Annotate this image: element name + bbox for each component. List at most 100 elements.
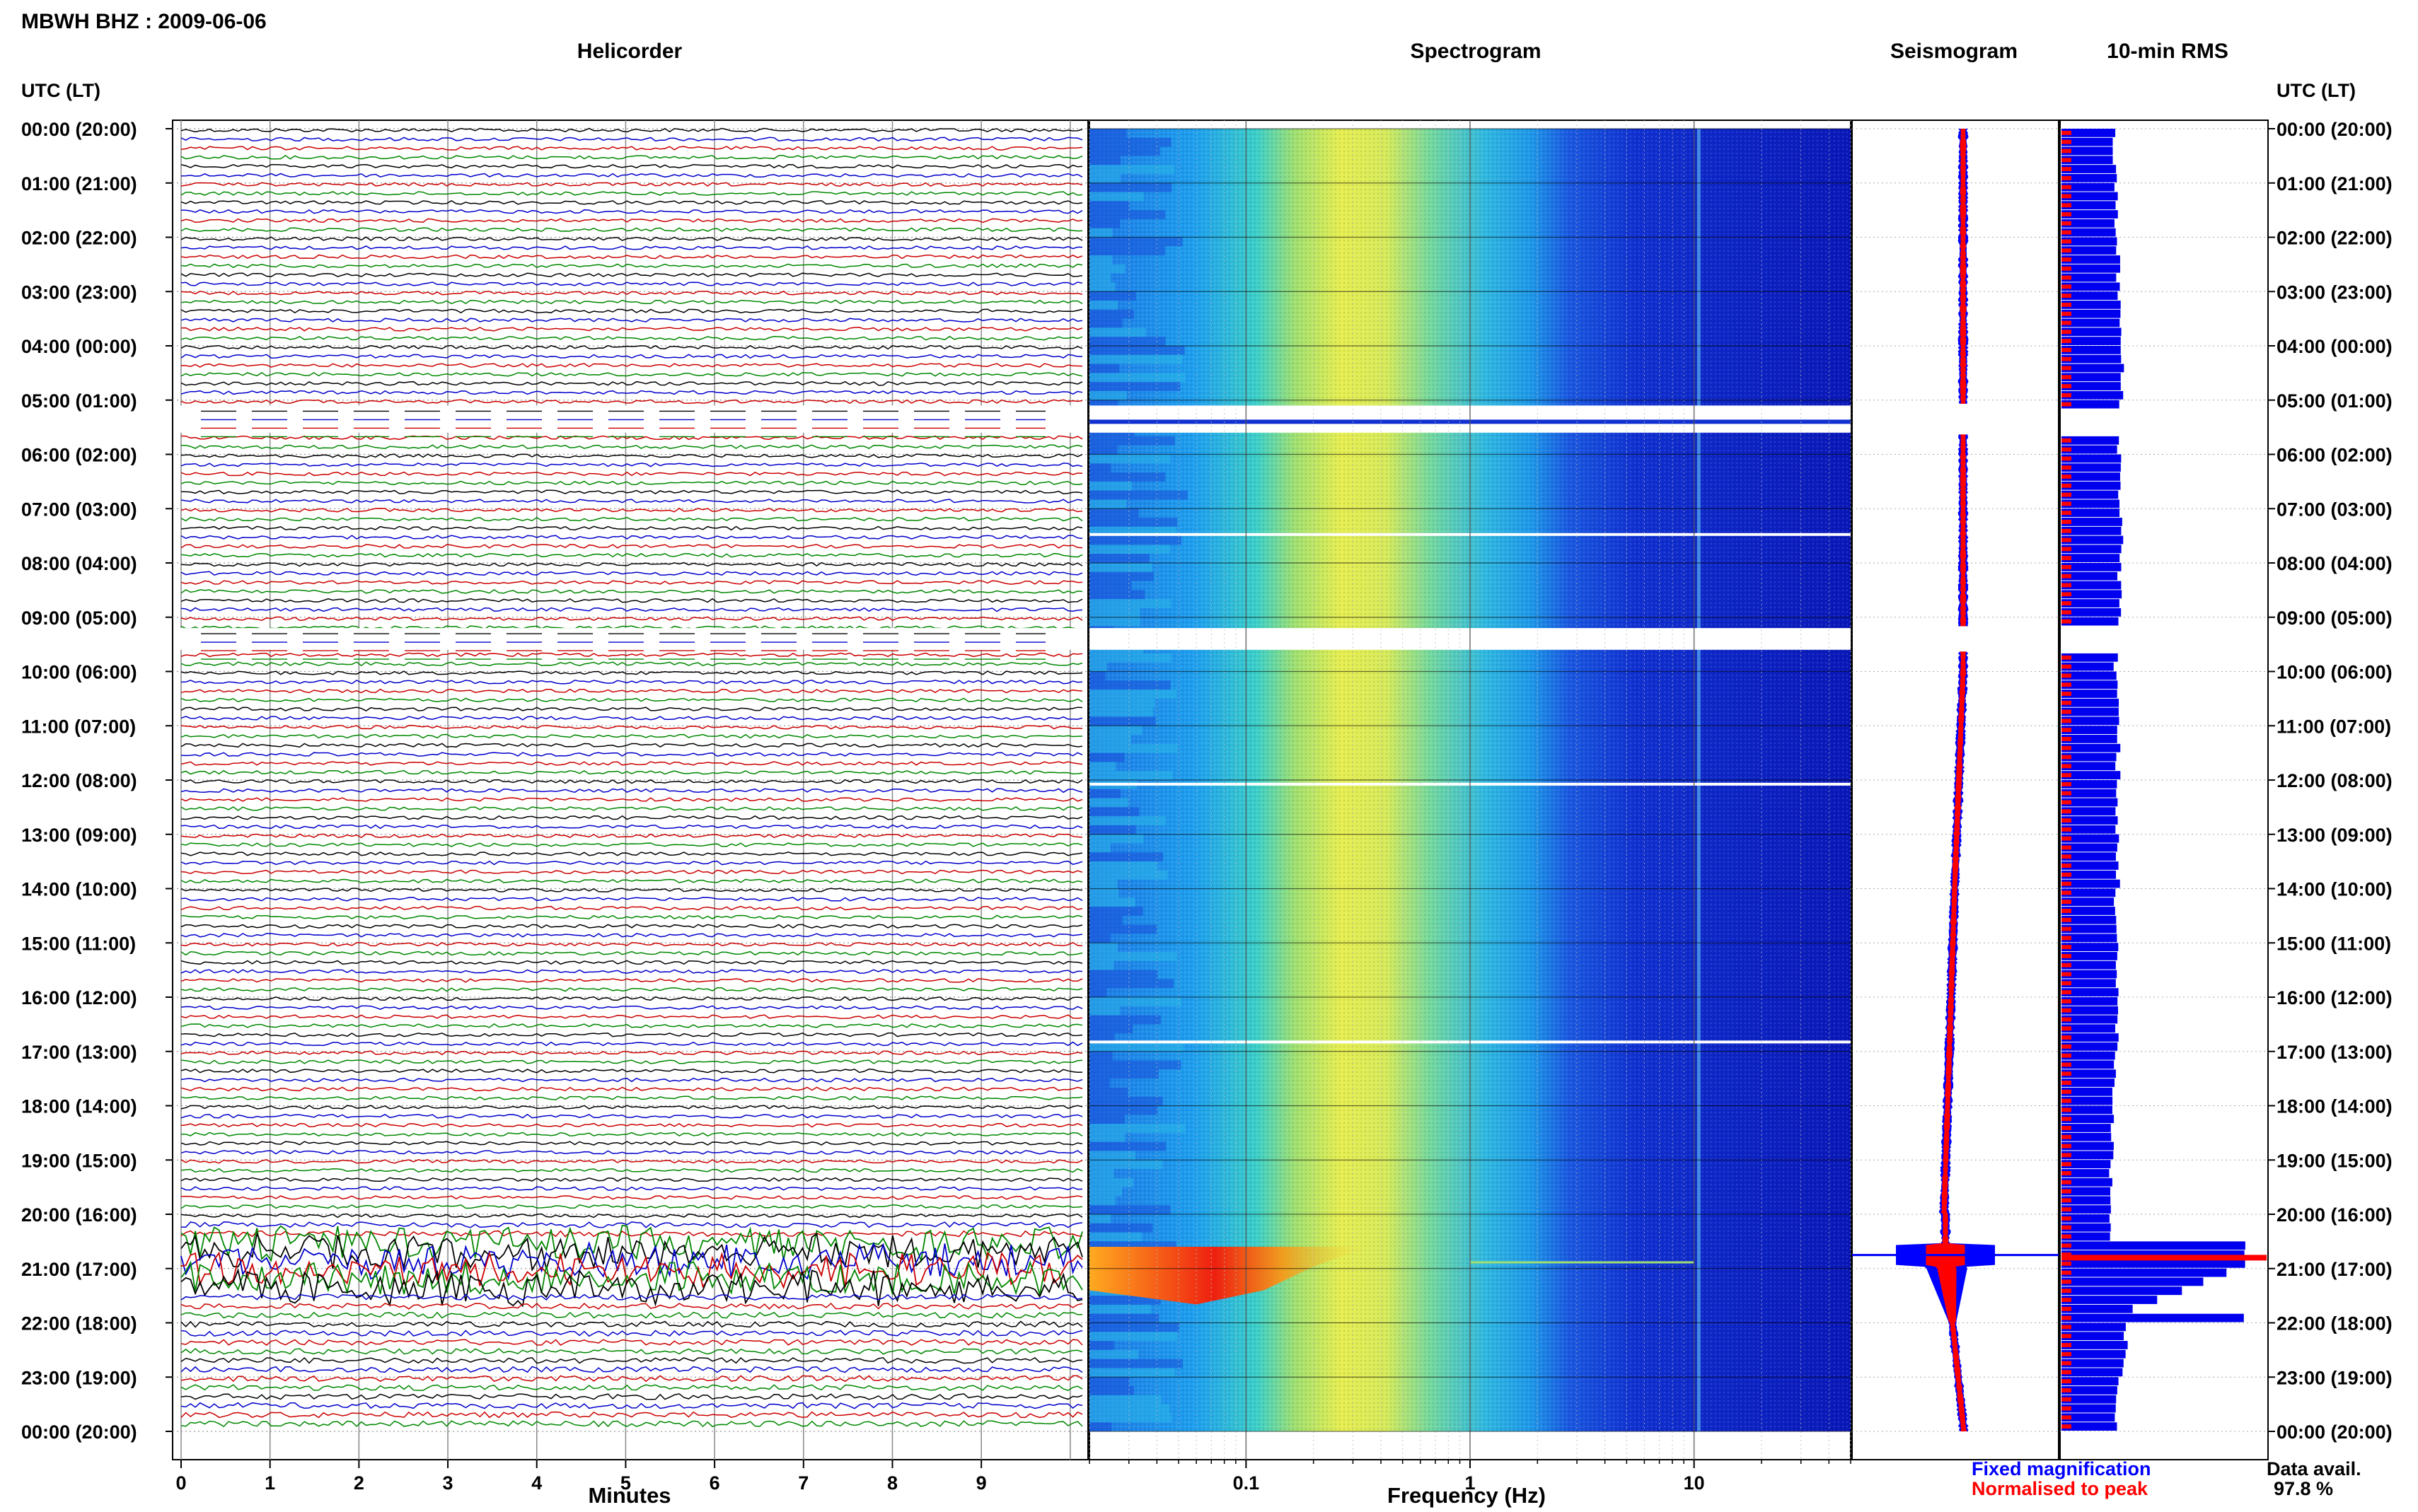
helicorder-trace	[180, 308, 1083, 314]
legend-fixed-magnification: Fixed magnification	[1972, 1458, 2151, 1479]
rms-bar-fixed	[2061, 554, 2120, 562]
helicorder-trace	[180, 327, 1083, 332]
rms-bar-fixed	[2061, 1368, 2123, 1377]
rms-bar-normalised	[2061, 981, 2071, 986]
rms-bar-fixed	[2061, 481, 2121, 490]
spectrogram-streak	[1089, 1368, 1175, 1378]
spectrogram-streak	[1089, 210, 1166, 219]
time-label-right: 17:00 (13:00)	[2277, 1042, 2393, 1063]
spectrogram-streak	[1089, 581, 1132, 591]
helicorder-trace	[180, 1050, 1083, 1056]
rms-bar-fixed	[2061, 1349, 2126, 1359]
rms-bar-fixed	[2061, 934, 2117, 943]
spectrogram-streak	[1089, 382, 1181, 391]
rms-bar-fixed	[2061, 454, 2122, 463]
frequency-tick-label: 0.1	[1233, 1472, 1260, 1494]
rms-bar-normalised	[2061, 1334, 2071, 1339]
rms-bar-fixed	[2061, 798, 2118, 807]
helicorder-trace	[180, 680, 1083, 685]
panel-title-rms: 10-min RMS	[2107, 40, 2228, 63]
rms-bar-normalised	[2061, 1062, 2071, 1067]
helicorder-gap	[174, 628, 1087, 650]
spectrogram-streak	[1089, 481, 1133, 491]
helicorder-trace	[180, 507, 1083, 513]
spectrogram-streak	[1089, 1006, 1121, 1016]
helicorder-trace	[180, 354, 1082, 359]
helicorder-trace	[180, 933, 1083, 938]
helicorder-trace	[180, 851, 1083, 856]
rms-bar-fixed	[2061, 1115, 2115, 1124]
spectrogram-streak	[1089, 309, 1134, 319]
helicorder-trace	[180, 580, 1083, 585]
helicorder-panel	[172, 120, 1089, 1460]
spectrogram-streak	[1089, 934, 1111, 943]
data-availability-value: 97.8 %	[2274, 1478, 2333, 1499]
helicorder-trace	[180, 815, 1083, 820]
spectrogram-streak	[1089, 1033, 1115, 1042]
rms-bar-normalised	[2061, 194, 2071, 199]
rms-peak-bar	[2061, 1255, 2267, 1261]
minutes-tick-label: 3	[443, 1472, 453, 1494]
spectrogram-streak	[1089, 843, 1111, 853]
time-label-right: 01:00 (21:00)	[2277, 173, 2393, 194]
helicorder-trace	[180, 1186, 1083, 1191]
spectrogram-streak	[1089, 726, 1143, 735]
spectrogram-streak	[1089, 246, 1165, 256]
spectrogram-streak	[1089, 861, 1157, 871]
helicorder-trace	[180, 1213, 1083, 1219]
helicorder-trace	[180, 833, 1083, 839]
rms-bar-normalised	[2061, 465, 2071, 470]
spectrogram-streak	[1089, 771, 1173, 780]
rms-bar-normalised	[2061, 755, 2071, 760]
rms-bar-normalised	[2061, 556, 2071, 561]
helicorder-trace	[180, 950, 1083, 956]
rms-bar-fixed	[2061, 318, 2120, 327]
rms-bar-normalised	[2061, 1325, 2071, 1330]
rms-bar-fixed	[2061, 943, 2119, 952]
spectrogram-streak	[1089, 1151, 1136, 1161]
minutes-tick-label: 2	[354, 1472, 364, 1494]
spectrogram-streak	[1089, 156, 1121, 165]
helicorder-trace	[180, 1177, 1083, 1182]
spectrogram-streak	[1089, 129, 1127, 138]
rms-bar-normalised	[2061, 972, 2071, 977]
helicorder-trace	[180, 688, 1083, 694]
helicorder-trace	[180, 209, 1083, 214]
spectrogram-streak	[1089, 354, 1183, 364]
time-label-left: 00:00 (20:00)	[21, 119, 137, 140]
spectrogram-streak	[1089, 454, 1171, 464]
rms-bar-fixed	[2061, 888, 2116, 897]
rms-bar-normalised	[2061, 1361, 2071, 1366]
spectrogram-streak	[1089, 1404, 1170, 1414]
time-label-left: 16:00 (12:00)	[21, 987, 137, 1008]
helicorder-trace	[180, 344, 1083, 350]
rms-bar-fixed	[2061, 1042, 2118, 1051]
rms-bar-fixed	[2061, 825, 2116, 834]
helicorder-trace	[180, 371, 1083, 377]
time-label-right: 14:00 (10:00)	[2277, 879, 2393, 900]
rms-bar-normalised	[2061, 311, 2071, 316]
spectrogram-streak	[1089, 1422, 1111, 1431]
spectrogram-streak	[1089, 1078, 1110, 1088]
spectrogram-streak	[1089, 301, 1118, 310]
helicorder-trace	[180, 335, 1083, 341]
rms-bar-fixed	[2061, 1151, 2114, 1160]
rms-bar-fixed	[2061, 1096, 2113, 1105]
rms-bar-normalised	[2061, 1026, 2071, 1031]
spectrogram-streak	[1089, 282, 1116, 292]
helicorder-trace	[180, 905, 1083, 911]
helicorder-trace	[180, 607, 1083, 612]
helicorder-trace	[180, 1330, 1083, 1337]
helicorder-trace	[180, 1411, 1083, 1419]
spectrogram-streak	[1089, 1187, 1123, 1197]
spectrogram-streak	[1089, 364, 1119, 373]
time-label-right: 16:00 (12:00)	[2277, 987, 2393, 1008]
helicorder-trace	[180, 1158, 1083, 1164]
time-label-right: 07:00 (03:00)	[2277, 499, 2393, 520]
spectrogram-streak	[1089, 472, 1166, 482]
rms-bar-fixed	[2061, 1087, 2112, 1096]
rms-bar-fixed	[2061, 1286, 2182, 1296]
data-availability-label: Data avail.	[2267, 1458, 2361, 1479]
spectrogram-panel	[1089, 120, 1851, 1460]
rms-bar-normalised	[2061, 275, 2071, 280]
